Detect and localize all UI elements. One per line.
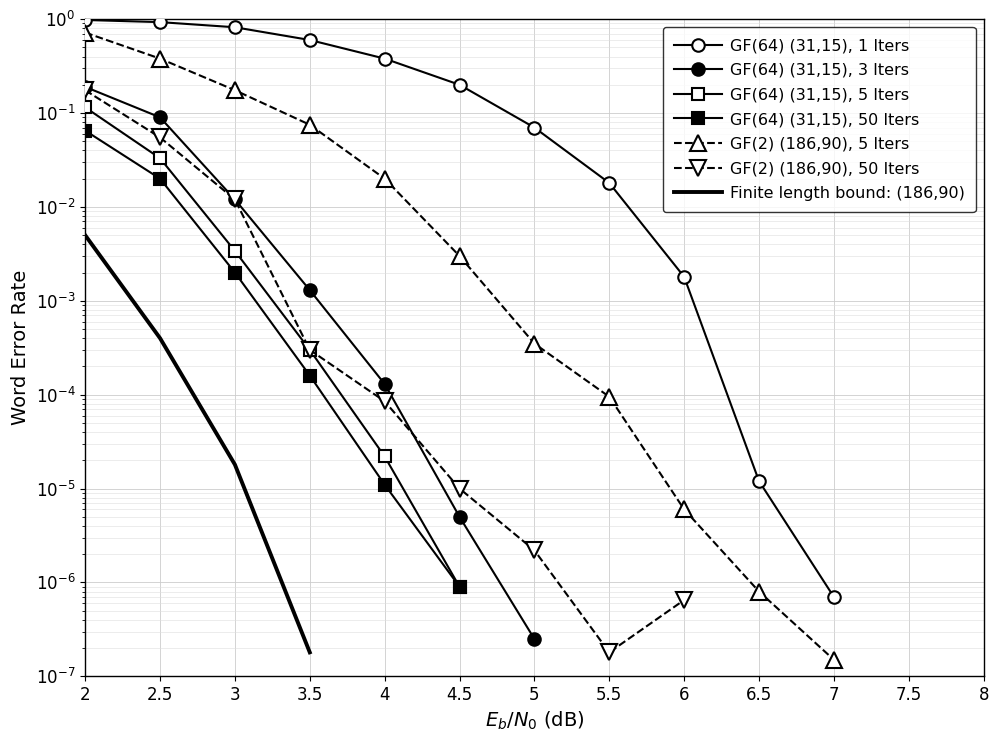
GF(2) (186,90), 5 Iters [454,252,466,261]
Line: Finite length bound: (186,90): Finite length bound: (186,90) [85,236,310,652]
GF(64) (31,15), 5 Iters [229,247,241,256]
GF(2) (186,90), 5 Iters [304,120,316,129]
GF(64) (31,15), 1 Iters [229,23,241,32]
GF(64) (31,15), 5 Iters [454,583,466,591]
Line: GF(2) (186,90), 50 Iters: GF(2) (186,90), 50 Iters [78,82,692,660]
GF(64) (31,15), 50 Iters [304,371,316,380]
GF(2) (186,90), 5 Iters [753,587,765,596]
GF(2) (186,90), 5 Iters [603,392,615,401]
GF(64) (31,15), 1 Iters [379,54,391,63]
GF(64) (31,15), 5 Iters [304,345,316,354]
GF(2) (186,90), 50 Iters [154,133,166,142]
GF(2) (186,90), 50 Iters [79,85,91,94]
Line: GF(2) (186,90), 5 Iters: GF(2) (186,90), 5 Iters [78,25,842,667]
GF(2) (186,90), 50 Iters [528,546,540,555]
GF(2) (186,90), 50 Iters [379,397,391,406]
Line: GF(64) (31,15), 3 Iters: GF(64) (31,15), 3 Iters [79,81,541,645]
GF(64) (31,15), 50 Iters [79,126,91,135]
GF(2) (186,90), 5 Iters [154,54,166,63]
GF(2) (186,90), 50 Iters [603,648,615,657]
Y-axis label: Word Error Rate: Word Error Rate [11,270,30,425]
GF(64) (31,15), 3 Iters [79,82,91,91]
GF(2) (186,90), 5 Iters [229,85,241,94]
GF(2) (186,90), 5 Iters [678,505,690,514]
GF(64) (31,15), 1 Iters [154,18,166,27]
GF(64) (31,15), 3 Iters [379,380,391,389]
Legend: GF(64) (31,15), 1 Iters, GF(64) (31,15), 3 Iters, GF(64) (31,15), 5 Iters, GF(64: GF(64) (31,15), 1 Iters, GF(64) (31,15),… [663,27,976,212]
GF(64) (31,15), 3 Iters [454,513,466,522]
GF(64) (31,15), 1 Iters [603,178,615,187]
Finite length bound: (186,90): (2.5, 0.0004): (186,90): (2.5, 0.0004) [154,334,166,343]
GF(64) (31,15), 3 Iters [304,285,316,294]
GF(64) (31,15), 1 Iters [828,592,840,601]
GF(2) (186,90), 50 Iters [454,484,466,493]
GF(64) (31,15), 50 Iters [154,174,166,183]
Line: GF(64) (31,15), 50 Iters: GF(64) (31,15), 50 Iters [80,125,465,592]
GF(64) (31,15), 3 Iters [154,113,166,122]
GF(64) (31,15), 50 Iters [229,268,241,277]
GF(2) (186,90), 50 Iters [678,596,690,605]
GF(64) (31,15), 1 Iters [678,273,690,282]
GF(64) (31,15), 1 Iters [528,123,540,132]
Finite length bound: (186,90): (3, 1.8e-05): (186,90): (3, 1.8e-05) [229,460,241,469]
GF(2) (186,90), 50 Iters [229,195,241,204]
Finite length bound: (186,90): (3.5, 1.8e-07): (186,90): (3.5, 1.8e-07) [304,648,316,657]
GF(2) (186,90), 5 Iters [79,28,91,37]
GF(2) (186,90), 5 Iters [528,339,540,348]
GF(64) (31,15), 5 Iters [154,154,166,163]
GF(2) (186,90), 5 Iters [379,174,391,183]
GF(64) (31,15), 5 Iters [79,103,91,111]
GF(2) (186,90), 50 Iters [304,345,316,354]
GF(64) (31,15), 3 Iters [229,195,241,204]
GF(64) (31,15), 1 Iters [304,36,316,45]
GF(64) (31,15), 3 Iters [528,635,540,643]
Line: GF(64) (31,15), 5 Iters: GF(64) (31,15), 5 Iters [80,102,465,592]
Finite length bound: (186,90): (2, 0.005): (186,90): (2, 0.005) [79,231,91,240]
GF(2) (186,90), 5 Iters [828,655,840,664]
GF(64) (31,15), 50 Iters [379,480,391,489]
Line: GF(64) (31,15), 1 Iters: GF(64) (31,15), 1 Iters [79,13,840,603]
GF(64) (31,15), 50 Iters [454,583,466,591]
GF(64) (31,15), 1 Iters [79,16,91,25]
X-axis label: $E_b/N_0$ (dB): $E_b/N_0$ (dB) [485,710,584,732]
GF(64) (31,15), 1 Iters [753,477,765,486]
GF(64) (31,15), 5 Iters [379,452,391,461]
GF(64) (31,15), 1 Iters [454,80,466,89]
